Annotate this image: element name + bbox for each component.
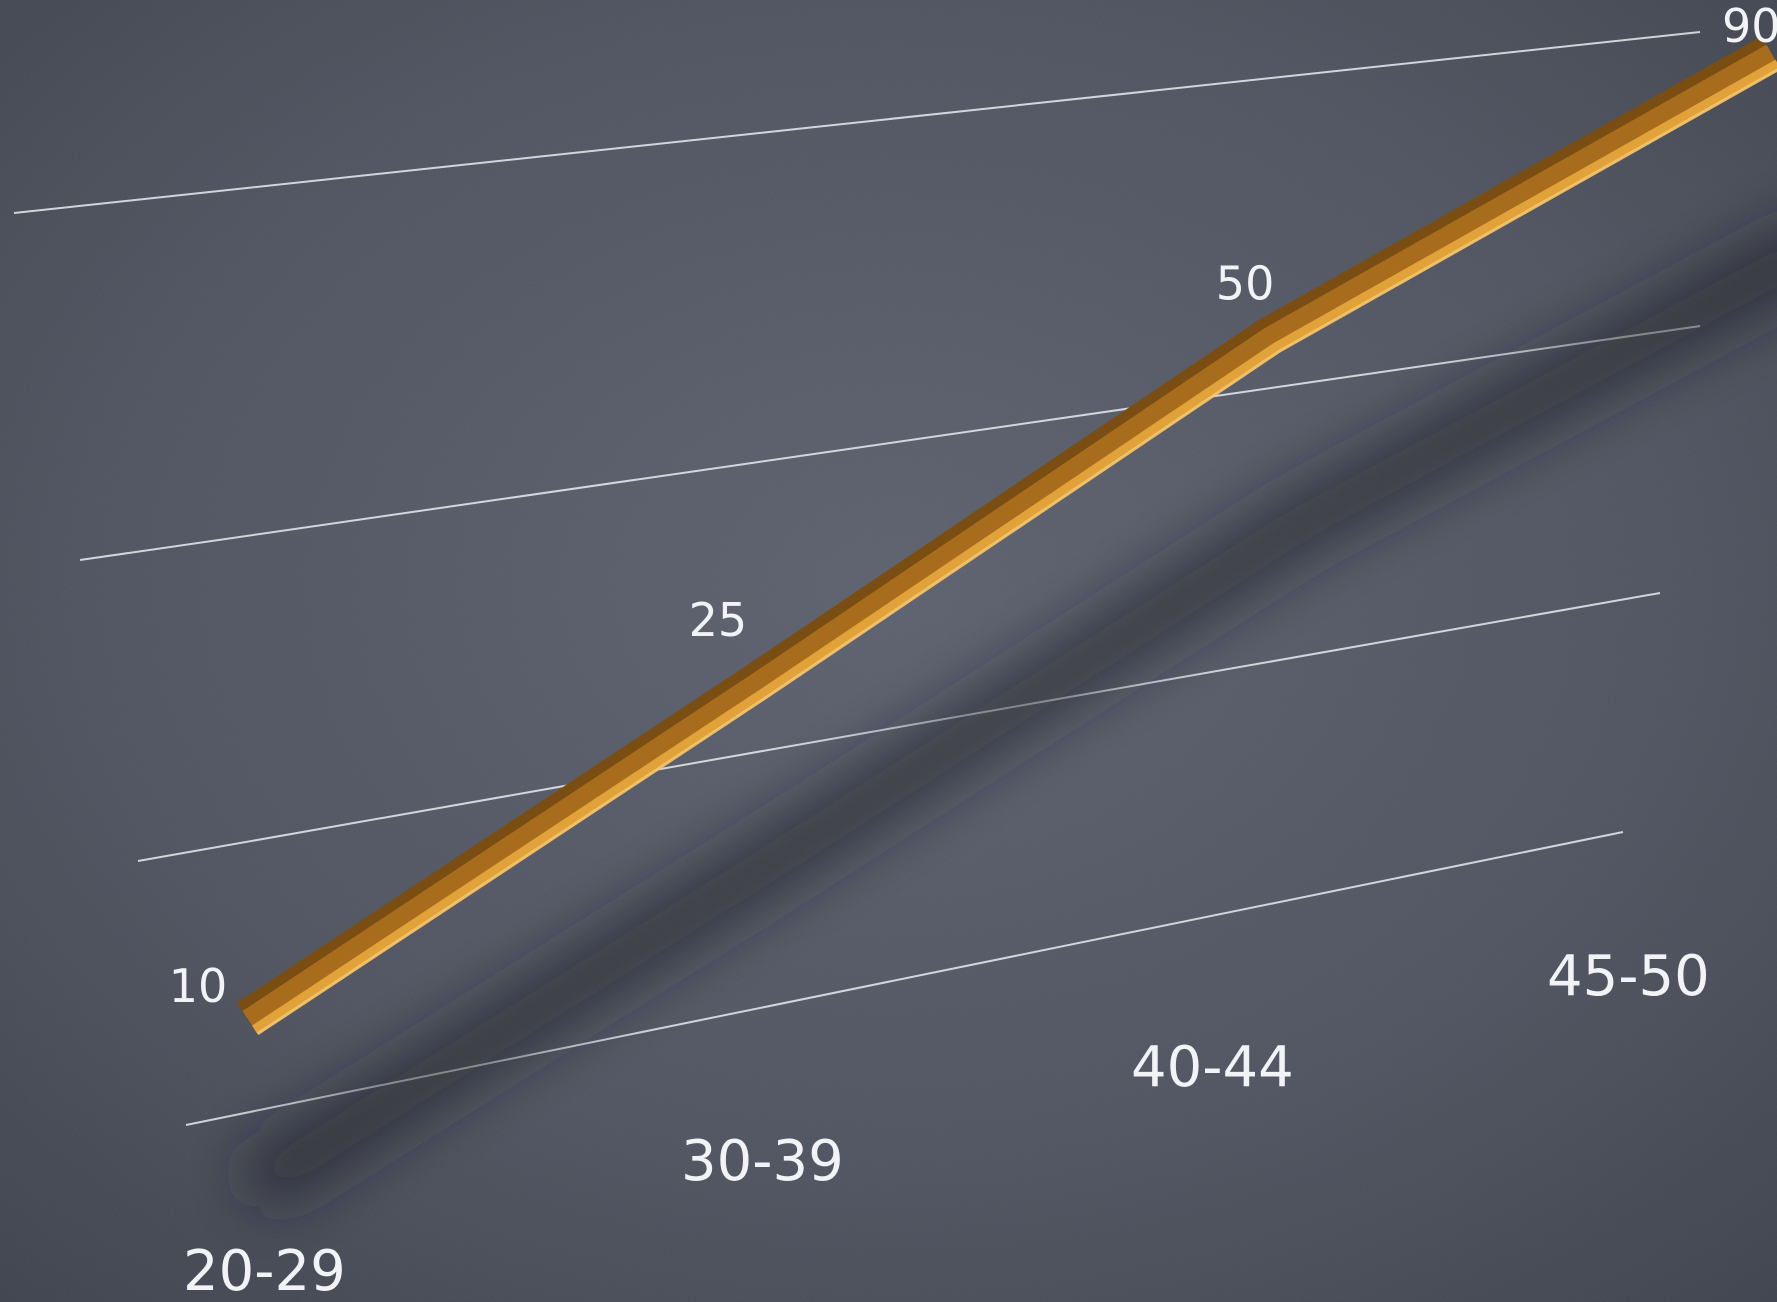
category-label-45-50: 45-50 [1547,944,1710,1009]
category-labels: 20-29 30-39 40-44 45-50 [183,944,1710,1302]
gridline-3 [79,325,1701,561]
category-label-30-39: 30-39 [681,1129,844,1194]
value-labels: 10 25 50 90 [169,0,1777,1013]
data-point-30-39 [759,676,763,680]
data-point-40-44 [1266,334,1270,338]
data-label-30-39: 25 [689,593,748,647]
line-shadow [241,228,1777,1209]
data-label-20-29: 10 [169,959,228,1013]
category-label-40-44: 40-44 [1131,1035,1294,1100]
gridline-2 [137,592,1661,862]
series-line-gloss [256,68,1777,1036]
data-label-45-50: 90 [1722,0,1777,53]
series-line-highlight [251,59,1777,1034]
data-label-40-44: 50 [1216,257,1275,311]
series-line-mid [242,44,1777,1033]
data-line [236,36,1777,1036]
category-label-20-29: 20-29 [183,1239,346,1302]
data-point-20-29 [245,1016,249,1020]
line-cast-shadow [241,228,1777,1209]
gridline-4 [13,31,1701,214]
